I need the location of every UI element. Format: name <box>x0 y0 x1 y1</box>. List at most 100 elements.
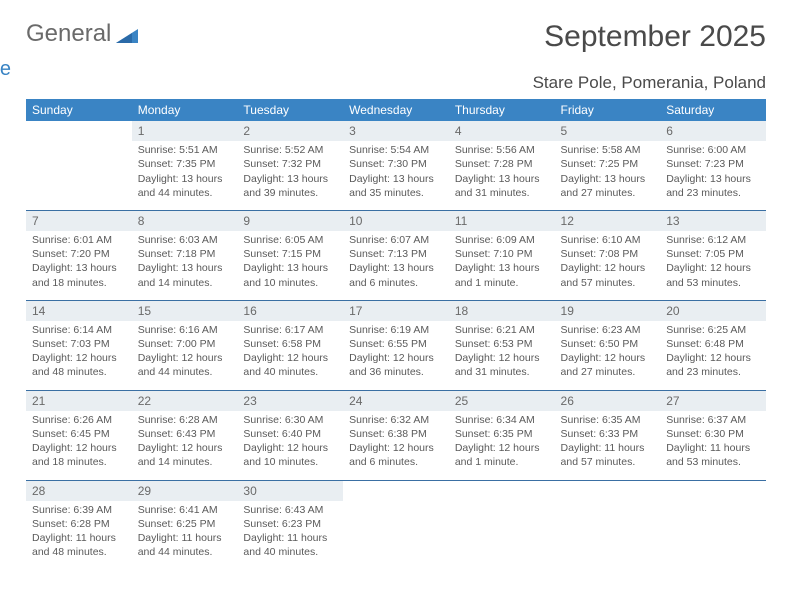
sunrise-text: Sunrise: 5:58 AM <box>561 143 655 157</box>
day-number: 7 <box>26 210 132 231</box>
day-details: Sunrise: 5:51 AMSunset: 7:35 PMDaylight:… <box>132 141 238 210</box>
calendar-cell: 5Sunrise: 5:58 AMSunset: 7:25 PMDaylight… <box>555 121 661 210</box>
sunrise-text: Sunrise: 6:37 AM <box>666 413 760 427</box>
sunrise-text: Sunrise: 6:43 AM <box>243 503 337 517</box>
daylight-text: Daylight: 13 hours and 35 minutes. <box>349 172 443 200</box>
sunset-text: Sunset: 6:55 PM <box>349 337 443 351</box>
daylight-text: Daylight: 12 hours and 27 minutes. <box>561 351 655 379</box>
daylight-text: Daylight: 12 hours and 44 minutes. <box>138 351 232 379</box>
weekday-wednesday: Wednesday <box>343 99 449 121</box>
sunrise-text: Sunrise: 6:10 AM <box>561 233 655 247</box>
sunset-text: Sunset: 7:00 PM <box>138 337 232 351</box>
day-number: 5 <box>555 121 661 141</box>
sunrise-text: Sunrise: 5:51 AM <box>138 143 232 157</box>
day-details: Sunrise: 6:05 AMSunset: 7:15 PMDaylight:… <box>237 231 343 300</box>
day-details: Sunrise: 6:00 AMSunset: 7:23 PMDaylight:… <box>660 141 766 210</box>
page-header: General Blue September 2025 <box>26 20 766 71</box>
sunset-text: Sunset: 7:13 PM <box>349 247 443 261</box>
sunset-text: Sunset: 6:38 PM <box>349 427 443 441</box>
sunrise-text: Sunrise: 6:32 AM <box>349 413 443 427</box>
calendar-cell: 28Sunrise: 6:39 AMSunset: 6:28 PMDayligh… <box>26 480 132 570</box>
daylight-text: Daylight: 11 hours and 44 minutes. <box>138 531 232 559</box>
day-number: 27 <box>660 390 766 411</box>
calendar-cell: 29Sunrise: 6:41 AMSunset: 6:25 PMDayligh… <box>132 480 238 570</box>
daylight-text: Daylight: 12 hours and 57 minutes. <box>561 261 655 289</box>
sunset-text: Sunset: 7:18 PM <box>138 247 232 261</box>
calendar-week-row: 7Sunrise: 6:01 AMSunset: 7:20 PMDaylight… <box>26 210 766 300</box>
day-details: Sunrise: 6:17 AMSunset: 6:58 PMDaylight:… <box>237 321 343 390</box>
sunset-text: Sunset: 6:40 PM <box>243 427 337 441</box>
calendar-cell: 4Sunrise: 5:56 AMSunset: 7:28 PMDaylight… <box>449 121 555 210</box>
day-number: 17 <box>343 300 449 321</box>
day-number: 6 <box>660 121 766 141</box>
sunset-text: Sunset: 6:28 PM <box>32 517 126 531</box>
day-details: Sunrise: 6:21 AMSunset: 6:53 PMDaylight:… <box>449 321 555 390</box>
weekday-monday: Monday <box>132 99 238 121</box>
month-year-title: September 2025 <box>544 20 766 54</box>
calendar-cell: 8Sunrise: 6:03 AMSunset: 7:18 PMDaylight… <box>132 210 238 300</box>
empty-day <box>26 121 132 141</box>
sunset-text: Sunset: 7:15 PM <box>243 247 337 261</box>
day-number: 29 <box>132 480 238 501</box>
day-number: 1 <box>132 121 238 141</box>
daylight-text: Daylight: 13 hours and 27 minutes. <box>561 172 655 200</box>
calendar-cell <box>449 480 555 570</box>
daylight-text: Daylight: 12 hours and 10 minutes. <box>243 441 337 469</box>
daylight-text: Daylight: 12 hours and 14 minutes. <box>138 441 232 469</box>
calendar-cell <box>660 480 766 570</box>
calendar-week-row: 21Sunrise: 6:26 AMSunset: 6:45 PMDayligh… <box>26 390 766 480</box>
daylight-text: Daylight: 13 hours and 44 minutes. <box>138 172 232 200</box>
empty-day-body <box>343 501 449 563</box>
day-details: Sunrise: 6:37 AMSunset: 6:30 PMDaylight:… <box>660 411 766 480</box>
daylight-text: Daylight: 11 hours and 57 minutes. <box>561 441 655 469</box>
calendar-cell: 27Sunrise: 6:37 AMSunset: 6:30 PMDayligh… <box>660 390 766 480</box>
sunrise-text: Sunrise: 5:56 AM <box>455 143 549 157</box>
brand-logo: General Blue <box>26 20 138 71</box>
day-number: 10 <box>343 210 449 231</box>
sunrise-text: Sunrise: 6:09 AM <box>455 233 549 247</box>
day-details: Sunrise: 6:14 AMSunset: 7:03 PMDaylight:… <box>26 321 132 390</box>
calendar-cell: 7Sunrise: 6:01 AMSunset: 7:20 PMDaylight… <box>26 210 132 300</box>
sunset-text: Sunset: 6:48 PM <box>666 337 760 351</box>
calendar-table: Sunday Monday Tuesday Wednesday Thursday… <box>26 99 766 569</box>
calendar-cell: 3Sunrise: 5:54 AMSunset: 7:30 PMDaylight… <box>343 121 449 210</box>
calendar-cell <box>26 121 132 210</box>
day-details: Sunrise: 5:52 AMSunset: 7:32 PMDaylight:… <box>237 141 343 210</box>
day-details: Sunrise: 6:10 AMSunset: 7:08 PMDaylight:… <box>555 231 661 300</box>
sunrise-text: Sunrise: 6:19 AM <box>349 323 443 337</box>
calendar-cell <box>343 480 449 570</box>
calendar-cell: 20Sunrise: 6:25 AMSunset: 6:48 PMDayligh… <box>660 300 766 390</box>
sunrise-text: Sunrise: 6:17 AM <box>243 323 337 337</box>
day-number: 20 <box>660 300 766 321</box>
empty-day-body <box>449 501 555 563</box>
sunset-text: Sunset: 7:05 PM <box>666 247 760 261</box>
calendar-page: General Blue September 2025 Stare Pole, … <box>0 0 792 589</box>
title-block: September 2025 <box>544 20 766 54</box>
day-number: 11 <box>449 210 555 231</box>
daylight-text: Daylight: 12 hours and 6 minutes. <box>349 441 443 469</box>
calendar-week-row: 28Sunrise: 6:39 AMSunset: 6:28 PMDayligh… <box>26 480 766 570</box>
calendar-cell: 30Sunrise: 6:43 AMSunset: 6:23 PMDayligh… <box>237 480 343 570</box>
sunrise-text: Sunrise: 6:12 AM <box>666 233 760 247</box>
calendar-cell: 17Sunrise: 6:19 AMSunset: 6:55 PMDayligh… <box>343 300 449 390</box>
daylight-text: Daylight: 13 hours and 6 minutes. <box>349 261 443 289</box>
day-number: 13 <box>660 210 766 231</box>
calendar-cell: 18Sunrise: 6:21 AMSunset: 6:53 PMDayligh… <box>449 300 555 390</box>
sunrise-text: Sunrise: 6:07 AM <box>349 233 443 247</box>
sunset-text: Sunset: 7:28 PM <box>455 157 549 171</box>
weekday-saturday: Saturday <box>660 99 766 121</box>
day-details: Sunrise: 5:58 AMSunset: 7:25 PMDaylight:… <box>555 141 661 210</box>
daylight-text: Daylight: 12 hours and 53 minutes. <box>666 261 760 289</box>
daylight-text: Daylight: 12 hours and 23 minutes. <box>666 351 760 379</box>
sunrise-text: Sunrise: 5:54 AM <box>349 143 443 157</box>
calendar-cell: 24Sunrise: 6:32 AMSunset: 6:38 PMDayligh… <box>343 390 449 480</box>
day-number: 16 <box>237 300 343 321</box>
day-details: Sunrise: 6:32 AMSunset: 6:38 PMDaylight:… <box>343 411 449 480</box>
calendar-cell: 23Sunrise: 6:30 AMSunset: 6:40 PMDayligh… <box>237 390 343 480</box>
day-number: 19 <box>555 300 661 321</box>
day-number: 14 <box>26 300 132 321</box>
sunrise-text: Sunrise: 6:28 AM <box>138 413 232 427</box>
day-number: 21 <box>26 390 132 411</box>
calendar-week-row: 14Sunrise: 6:14 AMSunset: 7:03 PMDayligh… <box>26 300 766 390</box>
daylight-text: Daylight: 12 hours and 1 minute. <box>455 441 549 469</box>
